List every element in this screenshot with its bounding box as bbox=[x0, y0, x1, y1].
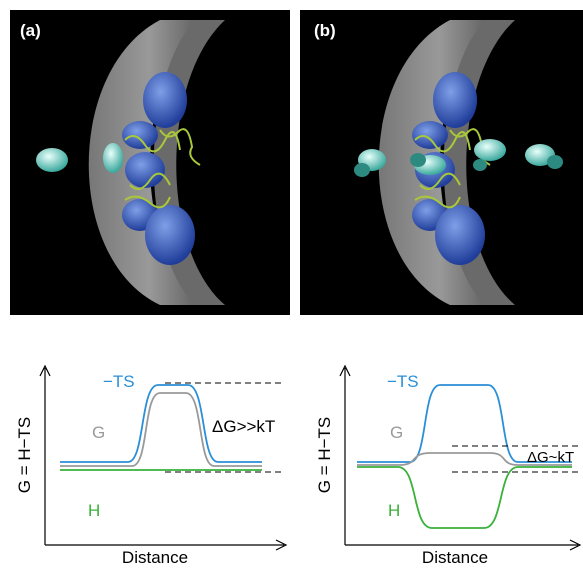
panel-label: (b) bbox=[314, 21, 336, 40]
panel-label: (a) bbox=[20, 21, 41, 40]
h-label: H bbox=[388, 501, 400, 520]
h-label: H bbox=[88, 501, 100, 520]
ts-label: −TS bbox=[103, 372, 135, 391]
plot-b: −TS G ΔG~kT H G = H−TS Distance bbox=[315, 366, 580, 567]
g-label: G bbox=[390, 423, 403, 442]
y-axis-label: G = H−TS bbox=[315, 417, 334, 494]
dg-label: ΔG~kT bbox=[527, 449, 574, 466]
g-label: G bbox=[92, 423, 105, 442]
x-axis-label: Distance bbox=[122, 548, 188, 567]
ts-label: −TS bbox=[387, 372, 419, 391]
plot-a: −TS G ΔG>>kT H G = H−TS Distance bbox=[15, 366, 286, 567]
x-axis-label: Distance bbox=[422, 548, 488, 567]
figure: (a) (b) −TS G ΔG>>kT H G = H−TS Distance… bbox=[0, 0, 583, 568]
y-axis-label: G = H−TS bbox=[15, 417, 34, 494]
dg-label: ΔG>>kT bbox=[212, 417, 275, 436]
